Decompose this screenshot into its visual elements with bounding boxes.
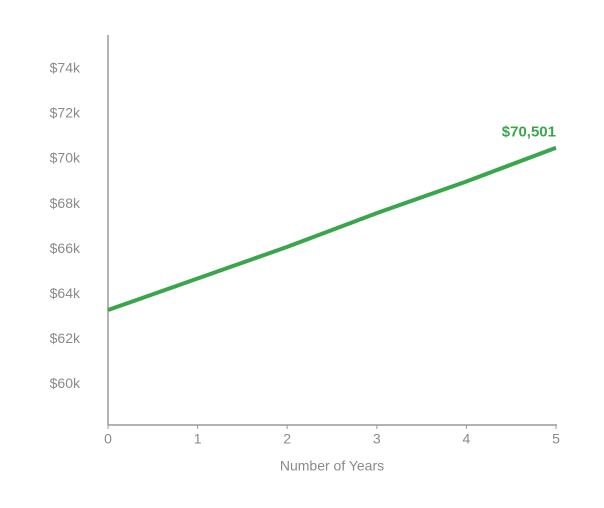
y-tick-label: $74k — [50, 60, 81, 76]
x-tick-label: 5 — [552, 431, 560, 447]
line — [107, 145, 557, 312]
x-tick-label: 2 — [283, 431, 291, 447]
y-tick-label: $66k — [50, 240, 81, 256]
x-tick-label: 4 — [463, 431, 471, 447]
x-tick-label: 1 — [194, 431, 202, 447]
y-tick-label: $60k — [50, 375, 81, 391]
x-axis-label: Number of Years — [280, 458, 384, 474]
x-tick-label: 0 — [104, 431, 112, 447]
y-tick-label: $64k — [50, 285, 81, 301]
y-tick-label: $62k — [50, 330, 81, 346]
y-tick-label: $70k — [50, 150, 81, 166]
y-tick-label: $72k — [50, 105, 81, 121]
y-tick-label: $68k — [50, 195, 81, 211]
value-label: $70,501 — [502, 124, 556, 141]
x-tick-label: 3 — [373, 431, 381, 447]
